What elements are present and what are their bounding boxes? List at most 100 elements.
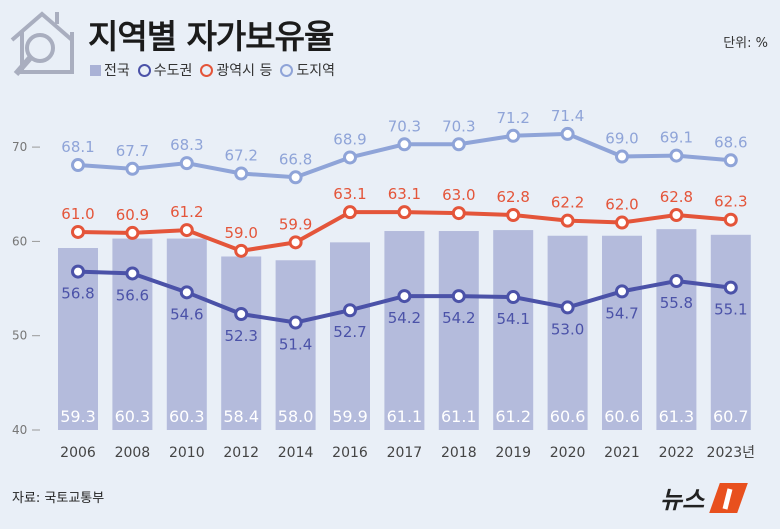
data-point	[397, 289, 412, 304]
data-label: 52.7	[333, 323, 366, 341]
data-point	[234, 307, 249, 322]
data-label: 62.2	[551, 194, 584, 212]
data-label: 62.3	[714, 193, 747, 211]
data-point	[451, 289, 466, 304]
legend: 전국 수도권 광역시 등 도지역	[90, 60, 335, 80]
data-point	[125, 266, 140, 281]
data-point	[179, 285, 194, 300]
ring-swatch-icon	[137, 63, 151, 77]
data-label: 54.2	[442, 309, 475, 327]
x-tick-label: 2016	[332, 445, 368, 461]
data-label: 61.2	[170, 203, 203, 221]
y-tick-label: 70	[12, 140, 27, 154]
data-point	[343, 150, 357, 165]
data-label: 54.2	[388, 309, 421, 327]
data-label: 61.0	[61, 205, 94, 223]
data-point	[669, 274, 684, 289]
data-label: 54.6	[170, 305, 203, 323]
data-label: 68.9	[333, 130, 366, 148]
chart-title: 지역별 자가보유율	[88, 17, 334, 56]
data-label: 66.8	[279, 150, 312, 168]
data-label: 62.8	[496, 188, 529, 206]
data-point	[234, 166, 249, 181]
logo-one-icon	[709, 482, 748, 513]
bar-national	[384, 231, 425, 430]
unit-label: 단위: %	[723, 36, 768, 51]
data-label: 71.2	[496, 109, 529, 127]
data-point	[343, 303, 357, 318]
data-label: 52.3	[224, 327, 257, 345]
data-label: 60.9	[116, 206, 149, 224]
data-label: 59.9	[279, 215, 312, 233]
x-tick-label: 2018	[441, 445, 477, 461]
y-tick-label: 50	[12, 329, 27, 343]
bar-national	[602, 235, 642, 430]
data-point	[669, 148, 684, 163]
data-point	[71, 264, 85, 279]
bar-national	[656, 229, 697, 430]
bar-value-label: 61.2	[495, 407, 531, 426]
data-label: 62.8	[660, 188, 693, 206]
news1-logo: 뉴스	[660, 480, 750, 515]
data-point	[71, 224, 85, 239]
bar-value-label: 58.4	[223, 407, 259, 426]
source-note: 자료: 국토교통부	[12, 491, 105, 506]
data-point	[451, 206, 466, 221]
bar-value-label: 60.3	[115, 407, 151, 426]
data-point	[451, 137, 466, 152]
bar-value-label: 61.1	[441, 407, 477, 426]
x-tick-label: 2022	[659, 445, 695, 461]
data-point	[615, 215, 629, 230]
ring-swatch-icon	[200, 63, 214, 77]
bar-value-label: 58.0	[278, 407, 314, 426]
x-tick-label: 2020	[550, 445, 586, 461]
data-point	[125, 161, 140, 176]
data-label: 63.0	[442, 186, 475, 204]
data-label: 54.1	[496, 310, 529, 328]
data-label: 56.6	[116, 286, 149, 304]
data-label: 68.1	[61, 138, 94, 156]
data-label: 70.3	[388, 117, 421, 135]
bar-national	[547, 235, 588, 430]
data-label: 55.1	[714, 301, 747, 319]
data-point	[560, 300, 575, 315]
x-tick-label: 2006	[60, 445, 96, 461]
data-point	[560, 126, 575, 141]
data-point	[288, 235, 303, 250]
data-point	[71, 158, 85, 173]
data-point	[723, 153, 738, 168]
data-label: 69.0	[605, 130, 638, 148]
data-point	[343, 205, 357, 220]
y-tick-label: 40	[12, 423, 27, 437]
bar-value-label: 60.6	[604, 407, 640, 426]
legend-item-metro-cities: 광역시 등	[200, 60, 272, 80]
data-label: 54.7	[605, 304, 638, 322]
data-point	[288, 170, 303, 185]
data-label: 68.3	[170, 136, 203, 154]
x-tick-label: 2019	[495, 445, 531, 461]
bar-national	[710, 234, 751, 430]
x-tick-label: 2017	[387, 445, 423, 461]
data-label: 63.1	[333, 185, 366, 203]
data-point	[560, 213, 575, 228]
data-label: 67.2	[224, 147, 257, 165]
bar-national	[330, 242, 370, 430]
data-point	[615, 284, 629, 299]
data-point	[179, 156, 194, 171]
bar-national	[438, 231, 479, 430]
bar-value-label: 61.3	[659, 407, 695, 426]
data-point	[397, 205, 412, 220]
data-label: 59.0	[224, 224, 257, 242]
data-point	[723, 280, 738, 295]
data-label: 53.0	[551, 320, 584, 338]
data-label: 70.3	[442, 117, 475, 135]
data-label: 51.4	[279, 335, 312, 353]
data-label: 62.0	[605, 196, 638, 214]
house-magnifier-icon	[10, 11, 74, 76]
data-point	[506, 207, 521, 222]
bar-national	[493, 230, 534, 430]
x-tick-label: 2023년	[707, 445, 756, 461]
data-point	[397, 137, 412, 152]
data-point	[125, 225, 140, 240]
bar-value-label: 59.9	[332, 407, 368, 426]
